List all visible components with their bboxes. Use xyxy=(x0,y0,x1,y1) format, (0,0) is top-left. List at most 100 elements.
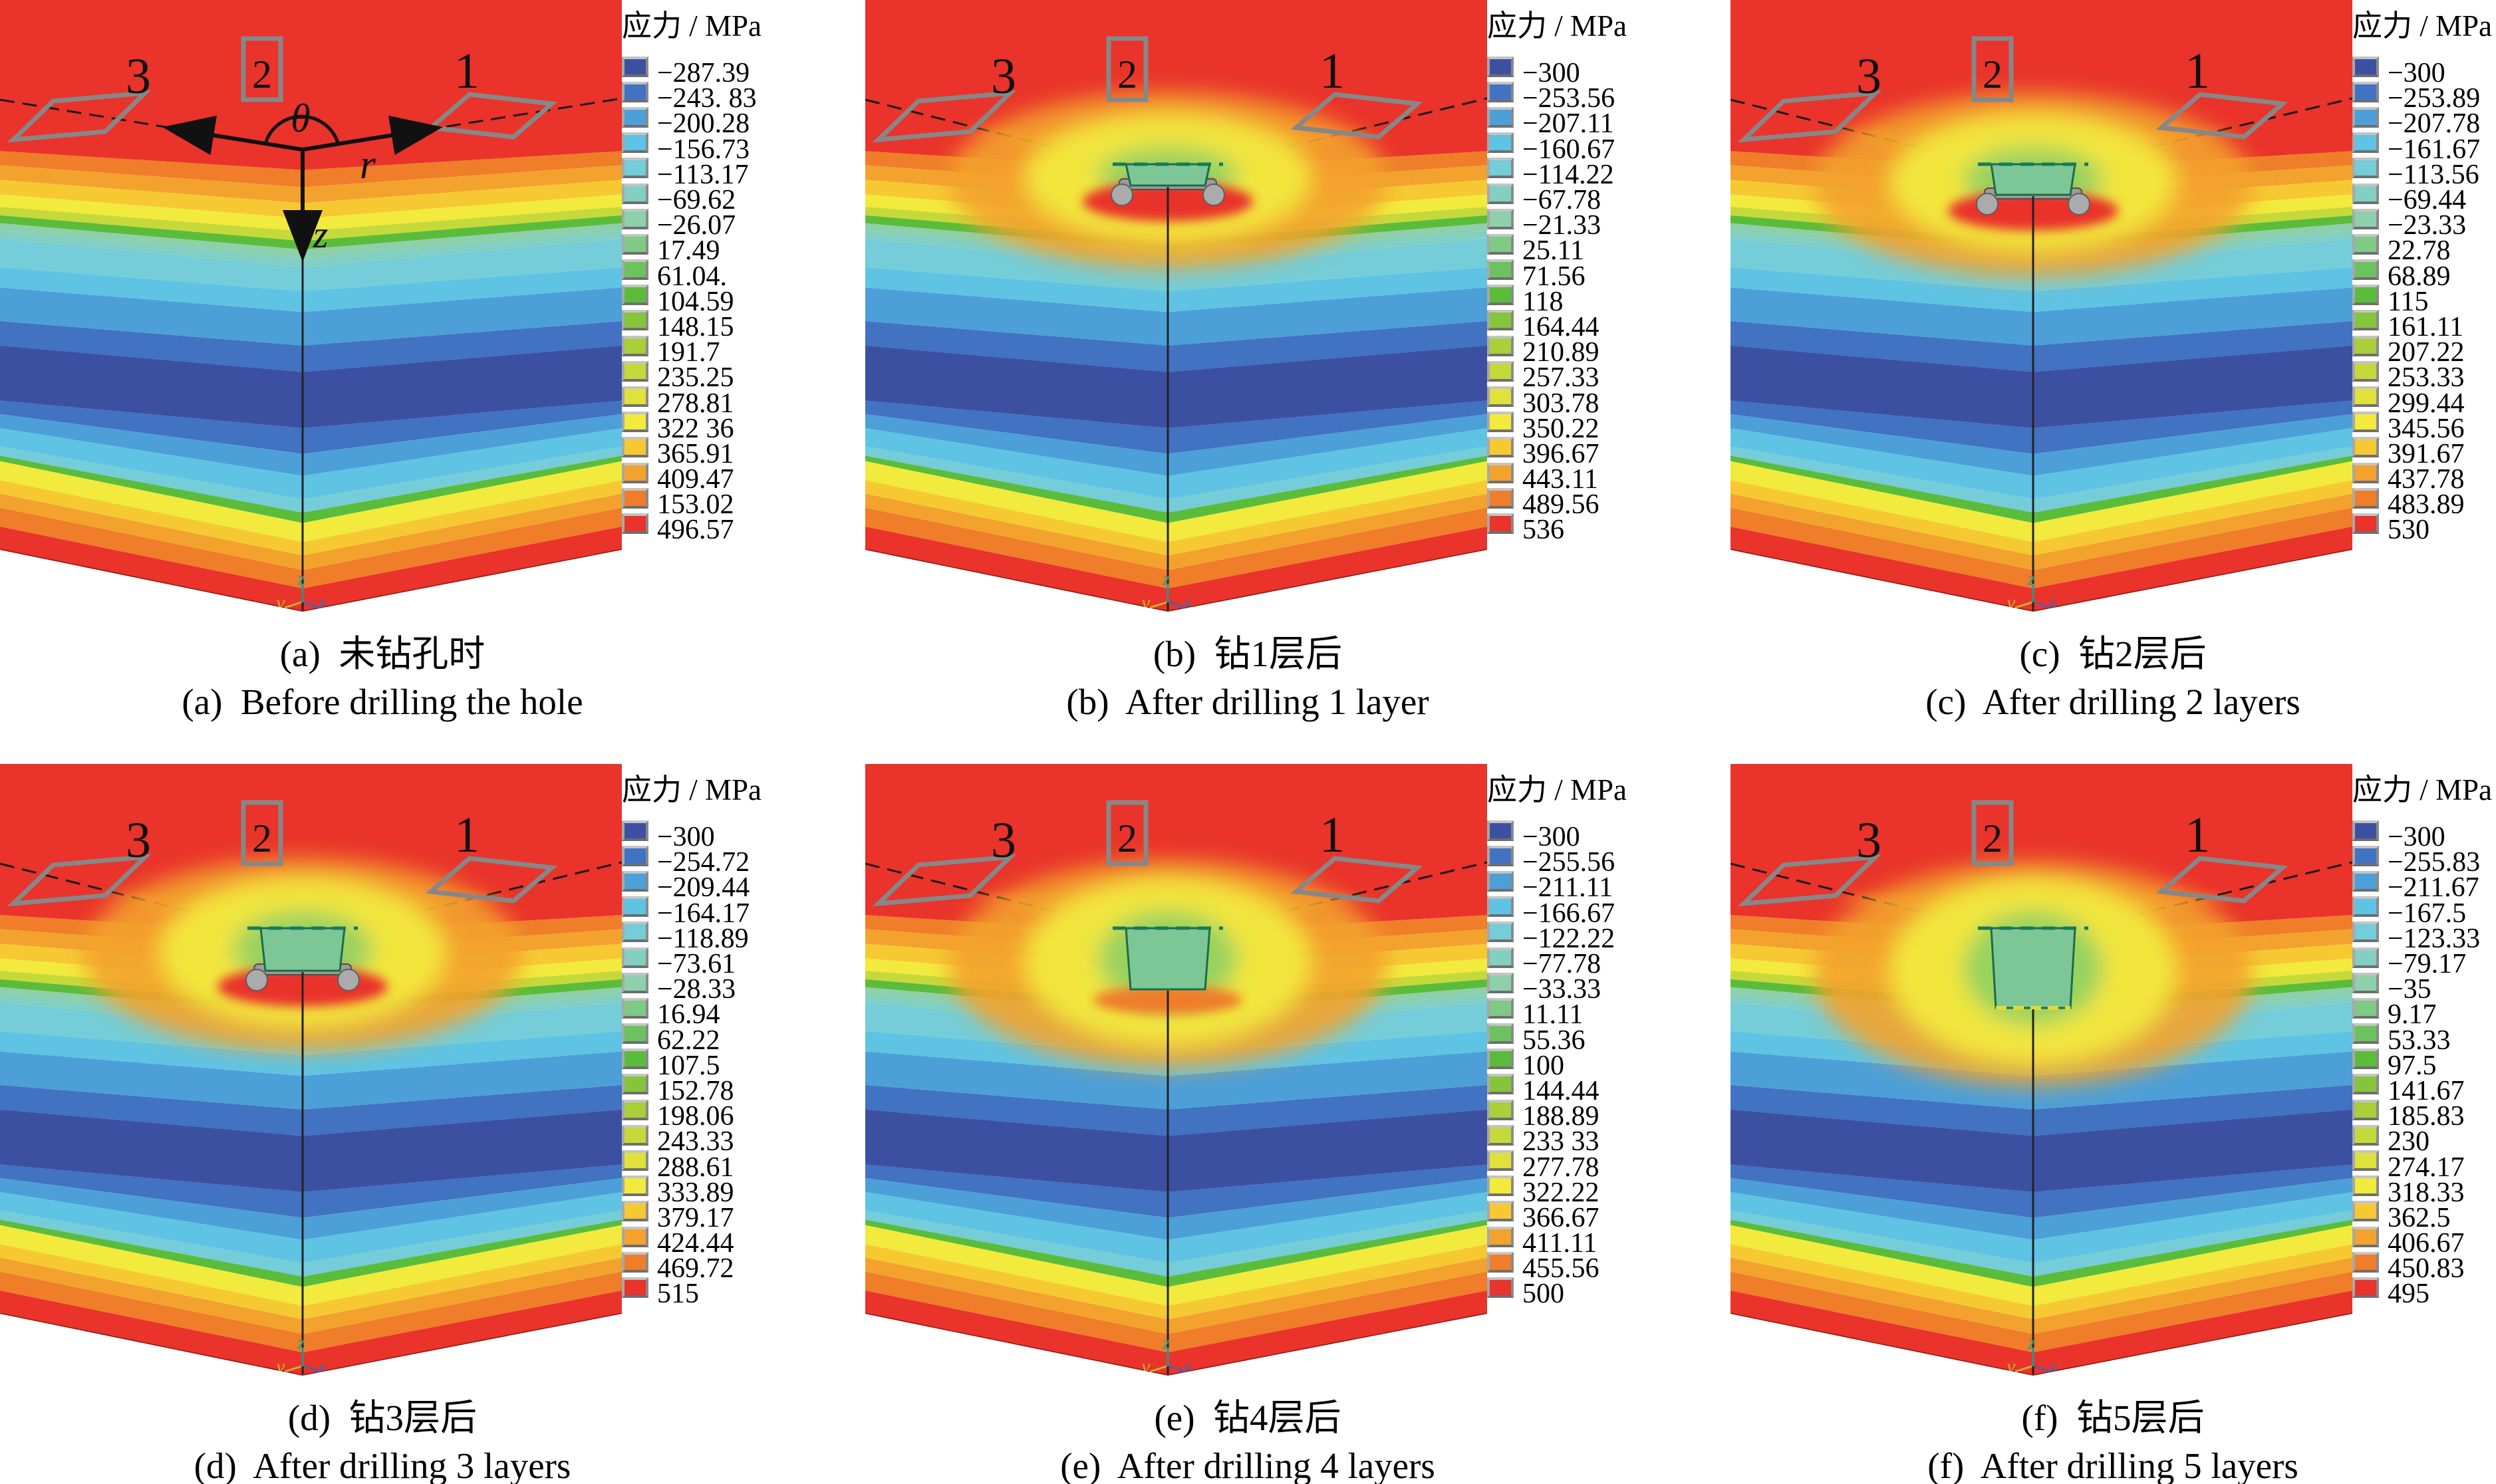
gauge-label-2: 2 xyxy=(1983,53,2003,96)
legend-row: 455.56 xyxy=(1487,1249,1630,1283)
legend-row: 198.06 xyxy=(622,1097,765,1130)
legend-color-swatch xyxy=(1487,1251,1514,1273)
contour-band xyxy=(0,400,622,454)
contour-band xyxy=(865,1225,1487,1306)
legend-value: 107.5 xyxy=(657,1050,720,1081)
triad-y-label: y xyxy=(2005,1356,2016,1378)
legend-color-swatch xyxy=(622,335,648,356)
legend-color-swatch xyxy=(2352,1074,2379,1095)
legend-color-swatch xyxy=(2352,360,2379,382)
panel-caption: (d) 钻3层后 (d) After drilling 3 layers xyxy=(0,1394,765,1484)
legend-row: 495 xyxy=(2352,1275,2495,1308)
legend-value: −35 xyxy=(2388,974,2431,1005)
contour-band xyxy=(0,1291,622,1376)
legend-row: −253.56 xyxy=(1487,79,1630,112)
drill-debris-right xyxy=(1202,184,1225,206)
legend-value: 530 xyxy=(2388,515,2429,546)
legend-row: 164.44 xyxy=(1487,308,1630,341)
legend-row: 22.78 xyxy=(2352,231,2495,265)
legend-row: 406.67 xyxy=(2352,1224,2495,1257)
legend-color-swatch xyxy=(622,1277,648,1298)
legend-title: 应力 / MPa xyxy=(1487,9,1627,43)
legend-value: −253.56 xyxy=(1522,83,1615,114)
drill-debris-right xyxy=(2068,193,2090,215)
legend-row: −167.5 xyxy=(2352,894,2495,928)
legend-row: 230 xyxy=(2352,1122,2495,1156)
stress-legend: 应力 / MPa −300 −255.56 −211.11 −166.67 −122.2… xyxy=(1487,764,1630,1384)
contour-band xyxy=(1731,1210,2352,1277)
triad-x-label: x xyxy=(1182,1356,1192,1378)
legend-color-swatch xyxy=(1487,947,1514,968)
legend-value: 322.22 xyxy=(1522,1177,1599,1208)
legend-value: 299.44 xyxy=(2388,388,2465,419)
legend-color-swatch xyxy=(1487,972,1514,993)
legend-color-swatch xyxy=(622,845,648,866)
gauge-3-outline xyxy=(7,854,152,907)
legend-color-swatch xyxy=(622,1023,648,1045)
legend-row: −211.11 xyxy=(1487,868,1630,902)
legend-row: −300 xyxy=(2352,818,2495,851)
legend-row: 500 xyxy=(1487,1275,1630,1308)
legend-color-swatch xyxy=(2352,462,2379,483)
caption-chinese: (e) 钻4层后 xyxy=(1154,1398,1341,1438)
legend-row: 243.33 xyxy=(622,1122,765,1156)
triad-x-label: x xyxy=(2048,592,2058,614)
legend-value: 152.78 xyxy=(657,1075,734,1106)
legend-value: −69.44 xyxy=(2388,185,2467,216)
caption-english: (a) Before drilling the hole xyxy=(182,681,583,722)
legend-color-swatch xyxy=(1487,208,1514,229)
legend-value: 25.11 xyxy=(1522,235,1584,267)
legend-color-swatch xyxy=(2352,1201,2379,1222)
legend-color-swatch xyxy=(622,233,648,255)
legend-value: 391.67 xyxy=(2388,438,2465,469)
contour-plot: 3 2 1 zy x xyxy=(865,0,1487,612)
stress-legend: 应力 / MPa −300 −255.83 −211.67 −167.5 −123.33… xyxy=(2352,764,2495,1384)
gauge-label-3: 3 xyxy=(991,49,1016,104)
legend-color-swatch xyxy=(622,158,648,179)
legend-value: −77.78 xyxy=(1522,949,1601,980)
legend-value: 164.44 xyxy=(1522,311,1599,342)
legend-value: 17.49 xyxy=(657,235,720,267)
legend-value: 53.33 xyxy=(2388,1025,2451,1056)
legend-row: 100 xyxy=(1487,1047,1630,1080)
contour-band xyxy=(1731,345,2352,428)
legend-value: −69.62 xyxy=(657,185,736,216)
legend-color-swatch xyxy=(2352,972,2379,993)
legend-row: −161.67 xyxy=(2352,130,2495,164)
coordinate-triad-icon: zy x xyxy=(1139,568,1192,612)
legend-color-swatch xyxy=(2352,896,2379,918)
legend-row: 161.11 xyxy=(2352,308,2495,341)
contour-band xyxy=(0,527,622,612)
contour-band xyxy=(0,446,622,513)
gauge-2-box xyxy=(1106,800,1149,866)
legend-value: 496.57 xyxy=(657,515,734,546)
legend-value: 350.22 xyxy=(1522,413,1599,444)
contour-band xyxy=(1731,267,2352,312)
legend-row: −164.17 xyxy=(622,894,765,928)
legend-row: 17.49 xyxy=(622,231,765,265)
legend-value: −243. 83 xyxy=(657,83,757,114)
legend-color-swatch xyxy=(1487,437,1514,458)
legend-value: 365.91 xyxy=(657,438,734,469)
contour-band xyxy=(865,1085,1487,1136)
legend-row: −255.56 xyxy=(1487,843,1630,876)
legend-value: −73.61 xyxy=(657,949,736,980)
legend-value: 362.5 xyxy=(2388,1202,2451,1233)
legend-value: 22.78 xyxy=(2388,235,2451,267)
legend-value: 185.83 xyxy=(2388,1101,2465,1132)
legend-color-swatch xyxy=(622,1226,648,1247)
legend-value: 235.25 xyxy=(657,362,734,394)
legend-value: 303.78 xyxy=(1522,388,1599,419)
contour-band xyxy=(865,1109,1487,1192)
contour-band xyxy=(1731,321,2352,372)
coordinate-triad-icon: zy x xyxy=(274,568,327,612)
contour-band xyxy=(1731,1164,2352,1218)
legend-color-swatch xyxy=(1487,1023,1514,1045)
contour-band xyxy=(865,414,1487,476)
contour-band xyxy=(0,493,622,570)
gauge-label-2: 2 xyxy=(1983,816,2003,860)
legend-value: 210.89 xyxy=(1522,337,1599,368)
legend-row: 496.57 xyxy=(622,511,765,544)
